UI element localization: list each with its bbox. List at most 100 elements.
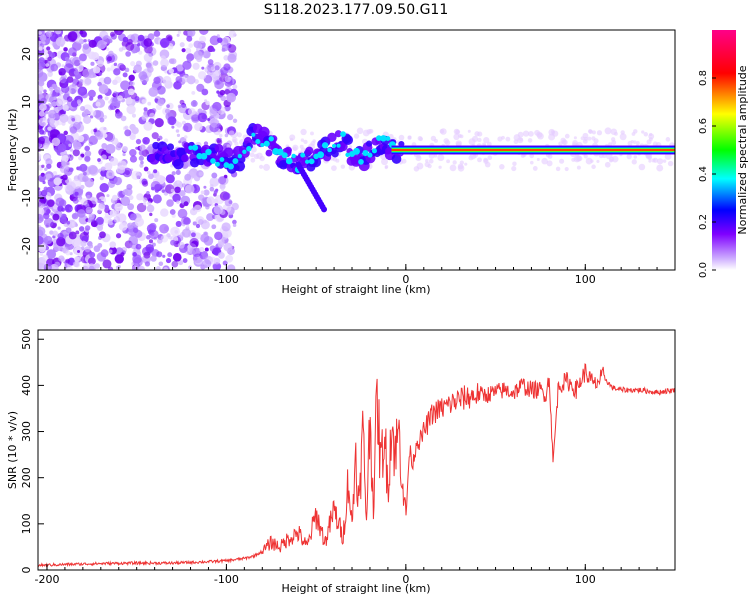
heatmap-point — [120, 252, 125, 257]
heatmap-point — [144, 261, 151, 267]
heatmap-point — [610, 128, 618, 136]
heatmap-point — [59, 216, 67, 224]
heatmap-point — [206, 196, 215, 205]
heatmap-point — [179, 190, 186, 197]
heatmap-point — [321, 142, 329, 149]
heatmap-point — [537, 132, 544, 140]
snr-x-tick-label: 0 — [402, 573, 409, 586]
heatmap-point — [71, 222, 76, 227]
heatmap-point — [38, 117, 48, 127]
heatmap-point — [95, 131, 104, 140]
heatmap-point — [484, 161, 491, 168]
heatmap-point — [608, 142, 613, 147]
heatmap-point — [200, 152, 208, 160]
heatmap-point — [68, 143, 72, 147]
heatmap-point — [48, 109, 57, 119]
heatmap-point — [541, 157, 548, 165]
heatmap-point — [573, 155, 581, 163]
heatmap-point — [55, 36, 66, 47]
heatmap-point — [176, 63, 184, 72]
heatmap-point — [222, 192, 231, 200]
heatmap-point — [46, 163, 52, 169]
heatmap-point — [131, 113, 136, 118]
heatmap-point — [107, 180, 116, 188]
heatmap-point — [183, 201, 189, 207]
heatmap-point — [86, 194, 91, 200]
heatmap-point — [93, 128, 97, 133]
heatmap-point — [384, 166, 388, 170]
heatmap-point — [547, 154, 553, 159]
heatmap-point — [116, 165, 126, 174]
heatmap-point — [474, 131, 480, 137]
heatmap-point — [143, 38, 153, 47]
heatmap-point — [106, 194, 110, 198]
heatmap-point — [71, 178, 82, 189]
heatmap-point — [57, 226, 61, 230]
heatmap-point — [198, 219, 204, 225]
heatmap-point — [80, 198, 88, 206]
heatmap-point — [308, 158, 315, 165]
heatmap-point — [134, 217, 145, 227]
heatmap-point — [83, 39, 87, 43]
spectrogram-y-axis-label: Frequency (Hz) — [6, 109, 19, 192]
heatmap-point — [303, 139, 308, 145]
heatmap-point — [176, 180, 180, 184]
heatmap-point — [645, 152, 653, 160]
heatmap-point — [71, 56, 82, 67]
heatmap-point — [149, 212, 153, 217]
heatmap-point — [455, 140, 462, 147]
heatmap-point — [38, 46, 43, 51]
heatmap-point — [99, 231, 106, 239]
heatmap-points — [38, 30, 675, 270]
heatmap-point — [211, 69, 222, 80]
heatmap-point — [163, 138, 169, 143]
heatmap-point — [193, 204, 202, 213]
heatmap-point — [78, 226, 85, 232]
heatmap-point — [438, 165, 442, 169]
heatmap-point — [546, 160, 553, 167]
heatmap-point — [79, 87, 85, 93]
heatmap-point — [138, 155, 144, 161]
snr-y-tick-label: 200 — [20, 467, 33, 488]
heatmap-point — [517, 137, 524, 144]
heatmap-point — [97, 158, 101, 162]
heatmap-point — [487, 155, 493, 161]
heatmap-point — [87, 89, 96, 98]
heatmap-point — [196, 83, 205, 92]
heatmap-point — [242, 149, 247, 154]
heatmap-point — [227, 163, 234, 170]
heatmap-point — [133, 257, 143, 267]
heatmap-point — [231, 202, 239, 211]
heatmap-point — [167, 116, 177, 126]
heatmap-point — [124, 129, 132, 137]
heatmap-point — [88, 213, 95, 220]
heatmap-point — [54, 86, 61, 93]
heatmap-point — [564, 166, 569, 172]
heatmap-point — [132, 252, 137, 257]
heatmap-point — [72, 149, 80, 157]
heatmap-point — [184, 173, 192, 181]
heatmap-point — [69, 126, 78, 134]
heatmap-point — [181, 74, 190, 83]
heatmap-point — [109, 31, 116, 37]
heatmap-point — [226, 92, 237, 103]
heatmap-point — [181, 228, 192, 238]
heatmap-point — [42, 254, 49, 261]
spectrogram-y-tick-label: 20 — [20, 47, 33, 61]
heatmap-point — [260, 142, 265, 148]
figure-title: S118.2023.177.09.50.G11 — [264, 2, 449, 18]
heatmap-point — [143, 121, 153, 131]
spectrogram-x-ticks: -200 -100 0 100 — [34, 264, 676, 286]
heatmap-point — [108, 249, 113, 254]
heatmap-point — [143, 166, 149, 172]
heatmap-point — [38, 72, 48, 83]
heatmap-point — [147, 101, 152, 106]
heatmap-point — [611, 155, 619, 163]
heatmap-peak-track — [146, 123, 675, 213]
heatmap-point — [171, 125, 175, 129]
heatmap-point — [166, 104, 170, 108]
heatmap-point — [138, 50, 143, 55]
heatmap-point — [44, 167, 48, 171]
